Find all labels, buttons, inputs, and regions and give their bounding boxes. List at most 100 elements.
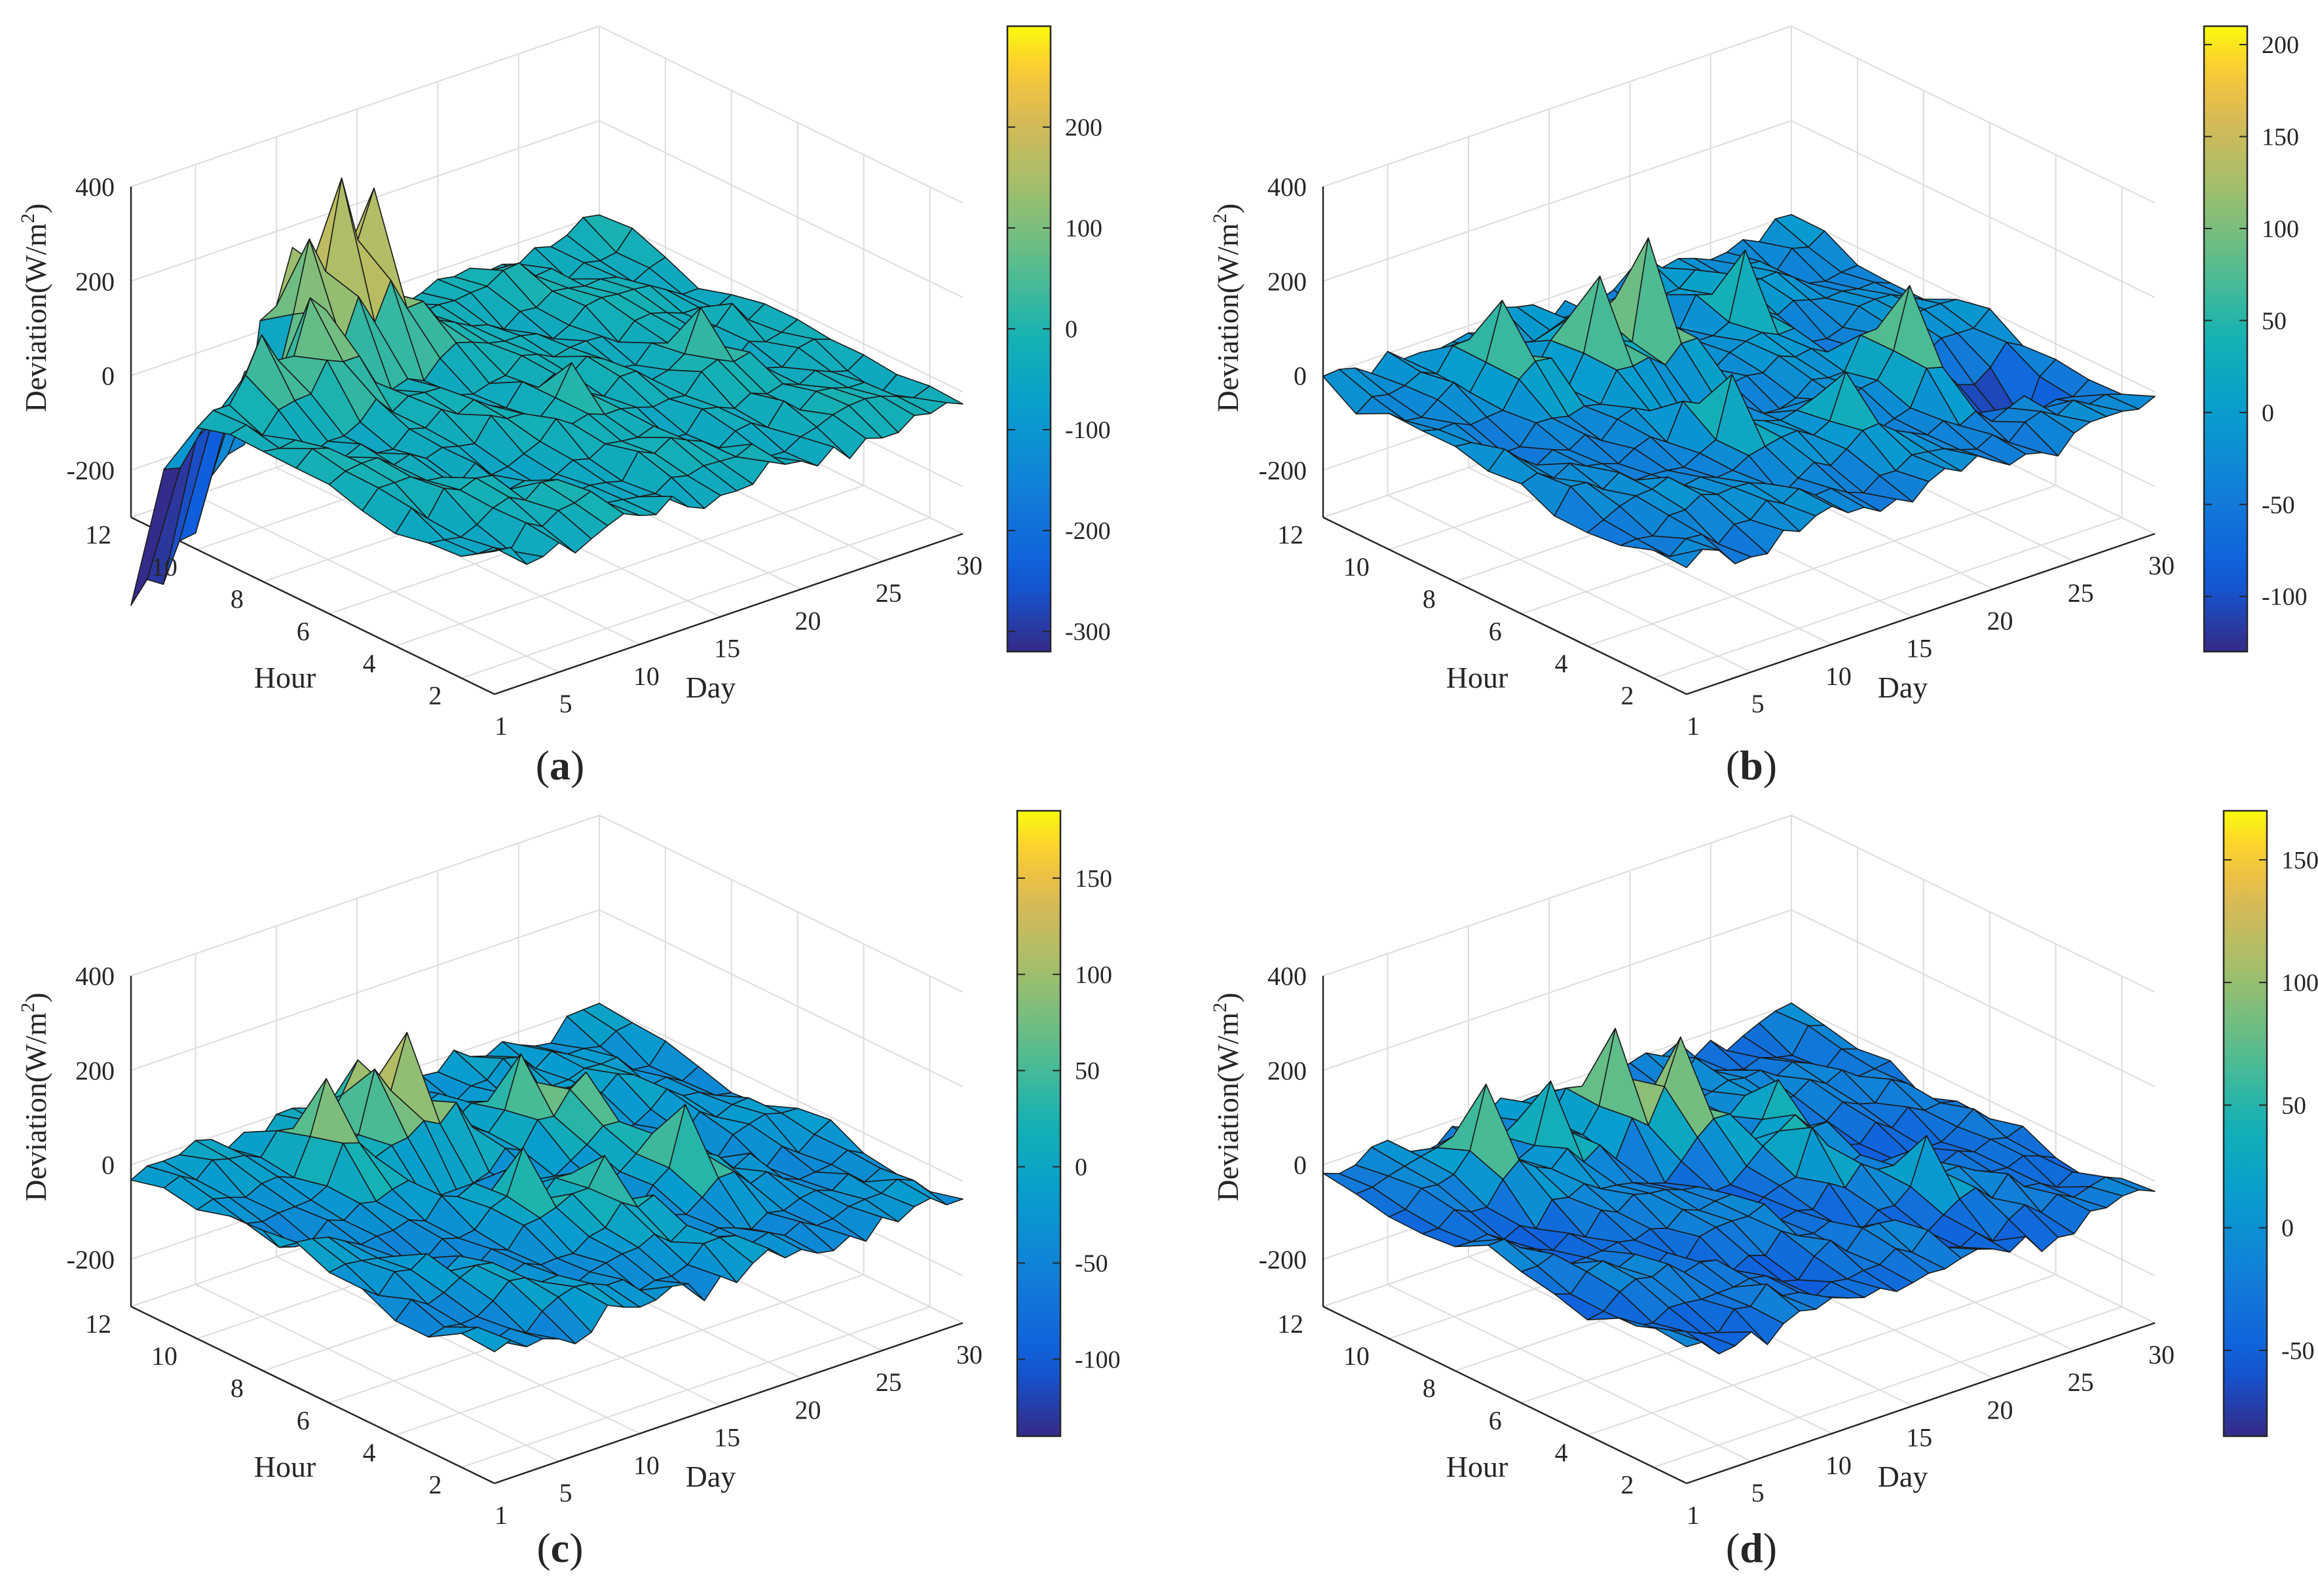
z-axis-label-main: Deviation(W/m <box>19 1012 52 1202</box>
grid-floor-hour <box>1653 517 2122 679</box>
surface <box>130 1003 963 1352</box>
hour-tick-label: 4 <box>363 648 376 678</box>
colorbar-tick-label: 0 <box>2281 1215 2294 1242</box>
hour-axis-label: Hour <box>254 1450 316 1483</box>
hour-tick-label: 12 <box>1277 1309 1303 1339</box>
colorbar-tick-label: -300 <box>1065 618 1111 646</box>
colorbar-tick-label: 200 <box>2262 31 2299 59</box>
colorbar-tick-label: 50 <box>2281 1092 2306 1119</box>
grid-line-z <box>130 814 963 993</box>
grid-floor-day <box>195 494 560 673</box>
day-tick-label: 30 <box>956 551 982 580</box>
day-tick-label: 30 <box>2148 1340 2175 1369</box>
z-tick-label: 0 <box>1294 362 1307 391</box>
day-tick-label: 1 <box>1687 711 1700 741</box>
colorbar-bar <box>2222 809 2268 1438</box>
z-tick-label: -200 <box>67 1245 115 1274</box>
colorbar-tick-label: -100 <box>1075 1346 1121 1373</box>
hour-axis-label: Hour <box>254 661 316 694</box>
colorbar-tick-label: -50 <box>2262 491 2295 519</box>
day-axis-line <box>494 532 963 696</box>
hour-tick-label: 8 <box>231 1373 244 1403</box>
day-tick-label: 1 <box>1687 1500 1700 1530</box>
surface-patch <box>460 1326 512 1352</box>
z-tick-label: 200 <box>75 267 115 296</box>
hour-axis-label: Hour <box>1446 661 1508 694</box>
colorbar-tick-label: -100 <box>2262 584 2308 611</box>
panel-letter: b <box>1740 742 1763 789</box>
day-tick-label: 20 <box>1987 606 2013 635</box>
z-tick-label: 0 <box>102 1151 115 1180</box>
panel-label-a: (a) <box>536 742 585 789</box>
day-tick-label: 5 <box>1751 1478 1765 1508</box>
colorbar-a: -300 -200 -100 0 100 200 <box>1006 25 1111 653</box>
z-axis-label: Deviation(W/m2) <box>17 992 52 1201</box>
hour-tick-label: 10 <box>1343 552 1370 582</box>
hour-tick-label: 2 <box>1621 1470 1634 1499</box>
colorbar-d: -50 0 50 100 150 <box>2222 809 2318 1438</box>
hour-axis-line <box>130 516 495 696</box>
colorbar-tick-label: 100 <box>2262 215 2299 243</box>
hour-tick-label: 6 <box>297 616 310 646</box>
z-axis-label-main: Deviation(W/m <box>1211 223 1244 413</box>
hour-tick-label: 8 <box>1423 1373 1436 1403</box>
z-axis-label-close: ) <box>1211 992 1244 1002</box>
day-tick-label: 20 <box>1987 1395 2013 1424</box>
surface-patch <box>1653 1327 1704 1348</box>
day-tick-label: 10 <box>633 1451 660 1480</box>
colorbar-tick-label: 50 <box>2262 307 2287 335</box>
z-axis-label-close: ) <box>19 992 52 1002</box>
hour-tick-label: 12 <box>85 520 111 549</box>
panel-letter: c <box>551 1525 569 1571</box>
hour-tick-label: 2 <box>1621 680 1634 710</box>
panel-letter: d <box>1740 1525 1763 1571</box>
z-tick-label: 200 <box>1267 1056 1307 1085</box>
colorbar-tick-label: -200 <box>1065 517 1111 545</box>
z-axis-label-sup: 2 <box>1209 1003 1231 1012</box>
grid-floor-day <box>195 1284 560 1462</box>
colorbar-tick-label: -50 <box>2281 1337 2315 1365</box>
day-tick-label: 30 <box>956 1340 982 1369</box>
colorbar-tick-label: 200 <box>1065 114 1102 141</box>
day-axis-line <box>494 1322 963 1485</box>
day-tick-label: 1 <box>495 1500 508 1530</box>
day-axis-label: Day <box>1878 1460 1928 1493</box>
colorbar-tick-label: 100 <box>1075 961 1112 989</box>
z-axis-label: Deviation(W/m2) <box>1209 203 1244 412</box>
day-tick-label: 30 <box>2148 551 2175 580</box>
day-tick-label: 1 <box>495 711 508 741</box>
surface-patch <box>1653 548 1704 568</box>
grid-floor-day <box>1387 1284 1752 1462</box>
day-axis-line <box>1686 532 2156 696</box>
hour-tick-label: 12 <box>1277 520 1303 549</box>
grid-floor-hour <box>461 517 930 679</box>
colorbar-bar <box>2203 25 2249 653</box>
day-tick-label: 20 <box>794 1395 821 1424</box>
colorbar-tick-label: 100 <box>1065 215 1102 242</box>
hour-tick-label: 8 <box>1423 584 1436 614</box>
z-tick-label: 200 <box>75 1056 115 1085</box>
day-tick-label: 10 <box>1825 1451 1852 1480</box>
hour-tick-label: 12 <box>85 1309 111 1339</box>
hour-tick-label: 10 <box>151 552 178 582</box>
grid-floor-hour <box>461 1306 930 1468</box>
z-tick-label: 200 <box>1267 267 1307 296</box>
colorbar-c: -100 -50 0 50 100 150 <box>1016 809 1121 1438</box>
z-tick-label: 400 <box>1267 172 1307 202</box>
day-tick-label: 5 <box>1751 689 1765 718</box>
colorbar-b: -100 -50 0 50 100 150 200 <box>2203 25 2308 653</box>
z-axis-label-close: ) <box>1211 203 1244 213</box>
grid-floor-day <box>1387 494 1752 673</box>
colorbar-tick-label: 150 <box>2262 124 2299 151</box>
day-tick-label: 5 <box>559 689 572 718</box>
day-tick-label: 25 <box>2068 578 2094 608</box>
surface <box>130 177 963 606</box>
day-tick-label: 5 <box>559 1478 572 1508</box>
z-axis-label-main: Deviation(W/m <box>1211 1012 1244 1202</box>
hour-tick-label: 6 <box>1489 1405 1502 1435</box>
day-tick-label: 15 <box>714 1423 740 1453</box>
hour-tick-label: 10 <box>151 1341 178 1371</box>
colorbar-tick-label: 150 <box>2281 847 2318 874</box>
